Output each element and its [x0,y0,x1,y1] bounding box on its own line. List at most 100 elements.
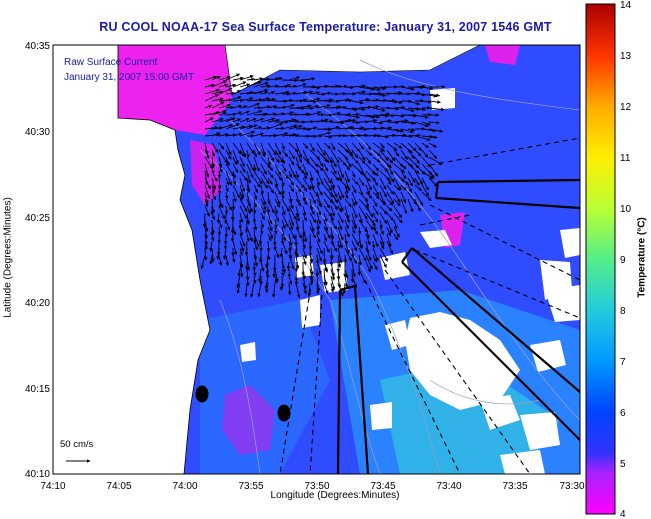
current-vector [281,170,289,180]
current-vector [239,198,248,213]
current-vector [372,98,388,103]
current-vector [372,121,384,125]
current-vector [211,101,225,109]
current-vector [260,177,268,189]
current-vector [204,75,217,81]
current-vector [204,226,209,240]
buoy-marker-2 [277,404,291,422]
current-vector [288,205,297,220]
current-vector [379,156,392,168]
current-vector [204,94,220,102]
current-vector [365,98,380,102]
current-vector [281,177,285,187]
current-vector [279,247,284,258]
current-vector [246,233,250,243]
current-vector [267,233,272,242]
current-vector [288,149,295,160]
current-vector [414,149,422,157]
current-vector [204,83,215,88]
current-vector [232,170,236,179]
current-vector [358,86,375,91]
x-tick-label: 73:30 [559,481,584,492]
current-vector [365,86,381,92]
current-vector [316,184,323,196]
current-vector [400,163,407,170]
current-vector [274,90,290,95]
current-vector [274,163,282,176]
current-vector [246,198,253,213]
x-tick-label: 73:55 [238,481,263,492]
current-vector [323,282,329,295]
current-vector [246,184,251,193]
current-vector [323,275,328,286]
current-vector [351,126,365,130]
current-vector [265,254,269,269]
current-vector [428,93,441,98]
current-vector [260,212,265,221]
current-vector [218,142,225,150]
current-vector [288,275,293,285]
current-vector [337,177,349,189]
current-vector [281,124,298,130]
current-vector [273,226,278,235]
current-vector [330,120,345,125]
current-vector [379,134,389,139]
current-vector [323,184,334,198]
current-vector [218,103,231,109]
current-vector [302,268,306,280]
current-vector [302,142,309,149]
cool-water-patch-4 [485,45,520,65]
current-vector [316,240,323,255]
current-vector [371,240,376,249]
current-vector [386,226,392,237]
current-vector [281,118,296,123]
current-vector [239,170,248,182]
current-vector [393,219,398,230]
current-vector [288,240,292,252]
current-vector [414,170,424,185]
current-vector [267,118,280,123]
current-vector [379,112,391,116]
current-vector [421,142,429,149]
current-vector [323,142,332,150]
current-vector [421,100,432,104]
colorbar-tick: 10 [620,204,632,215]
current-vector [414,156,420,165]
current-vector [358,133,368,138]
current-vector [400,149,408,160]
current-vector [216,212,221,224]
current-vector [351,170,356,179]
current-vector [295,184,302,193]
current-vector [211,170,218,182]
current-vector [239,212,244,223]
current-vector [239,110,250,116]
current-vector [386,198,394,206]
current-vector [351,261,356,278]
current-vector [246,156,255,172]
current-vector [253,96,271,102]
current-vector [239,191,244,201]
current-vector [351,240,358,252]
current-vector [421,86,434,91]
current-vector [316,198,322,208]
current-vector [223,240,228,250]
colorbar-label: Temperature (°C) [636,217,648,298]
current-vector [253,88,269,95]
current-vector [302,112,312,117]
current-vector [393,233,399,241]
current-vector [330,105,342,109]
current-vector [421,177,429,191]
current-vector [428,142,437,148]
current-vector [351,205,358,219]
current-vector [280,275,285,288]
current-vector [211,177,217,190]
current-vector [309,184,319,198]
current-vector [358,156,366,165]
current-vector [372,142,385,152]
current-vector [351,100,364,105]
current-vector [344,163,350,171]
current-vector [365,247,372,262]
current-vector [204,156,213,170]
current-vector [372,126,385,130]
